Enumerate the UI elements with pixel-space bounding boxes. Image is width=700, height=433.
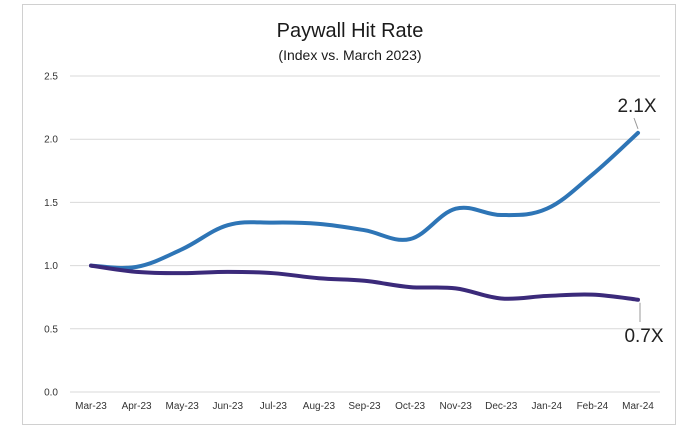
y-tick-label: 1.0 <box>44 261 58 272</box>
annotation-label: 2.1X <box>617 96 656 117</box>
series-lines <box>89 130 640 302</box>
x-tick-label: May-23 <box>165 401 199 412</box>
x-tick-label: Feb-24 <box>577 401 609 412</box>
annotation-label: 0.7X <box>624 326 663 347</box>
x-tick-label: Mar-24 <box>622 401 654 412</box>
chart-frame <box>22 4 676 425</box>
x-tick-label: Jan-24 <box>532 401 563 412</box>
y-tick-label: 2.5 <box>44 72 58 83</box>
x-tick-label: Jul-23 <box>260 401 288 412</box>
annotations: 2.1X 0.7X <box>617 96 663 347</box>
x-tick-label: Jun-23 <box>212 401 243 412</box>
x-tick-label: Apr-23 <box>122 401 152 412</box>
chart-title: Paywall Hit Rate <box>276 20 424 42</box>
chart-subtitle: (Index vs. March 2023) <box>278 47 422 63</box>
x-tick-label: Oct-23 <box>395 401 425 412</box>
y-tick-label: 1.5 <box>44 198 58 209</box>
series-line-0 <box>89 130 640 270</box>
annotation-leader <box>633 117 639 130</box>
x-tick-label: Dec-23 <box>485 401 518 412</box>
gridlines <box>70 75 660 393</box>
x-tick-label: Mar-23 <box>75 401 107 412</box>
x-tick-label: Sep-23 <box>348 401 381 412</box>
x-tick-label: Nov-23 <box>440 401 473 412</box>
y-tick-label: 0.0 <box>44 388 58 399</box>
y-axis-ticks: 0.0 0.5 1.0 1.5 2.0 2.5 <box>44 72 58 399</box>
x-axis-ticks: Mar-23 Apr-23 May-23 Jun-23 Jul-23 Aug-23 Sep-… <box>75 401 654 412</box>
series-line-1 <box>89 263 640 302</box>
y-tick-label: 2.0 <box>44 135 58 146</box>
y-tick-label: 0.5 <box>44 324 58 335</box>
x-tick-label: Aug-23 <box>303 401 336 412</box>
